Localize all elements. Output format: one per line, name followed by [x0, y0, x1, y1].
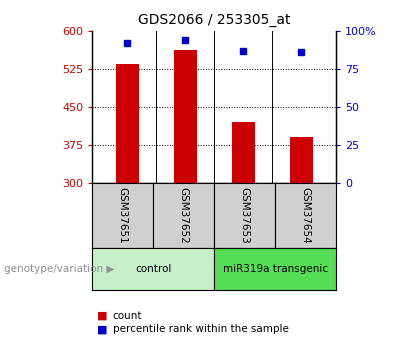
- Bar: [231, 122, 255, 183]
- Text: ■: ■: [97, 325, 107, 334]
- Bar: [116, 64, 139, 183]
- Text: count: count: [113, 311, 142, 321]
- Bar: [290, 137, 313, 183]
- Text: GSM37653: GSM37653: [240, 187, 249, 244]
- Text: GSM37652: GSM37652: [179, 187, 189, 244]
- Text: ■: ■: [97, 311, 107, 321]
- Bar: [173, 50, 197, 183]
- Text: GSM37654: GSM37654: [301, 187, 310, 244]
- Title: GDS2066 / 253305_at: GDS2066 / 253305_at: [138, 13, 291, 27]
- Text: GSM37651: GSM37651: [118, 187, 128, 244]
- Text: genotype/variation ▶: genotype/variation ▶: [4, 264, 115, 274]
- Text: miR319a transgenic: miR319a transgenic: [223, 264, 328, 274]
- Text: percentile rank within the sample: percentile rank within the sample: [113, 325, 289, 334]
- Text: control: control: [135, 264, 171, 274]
